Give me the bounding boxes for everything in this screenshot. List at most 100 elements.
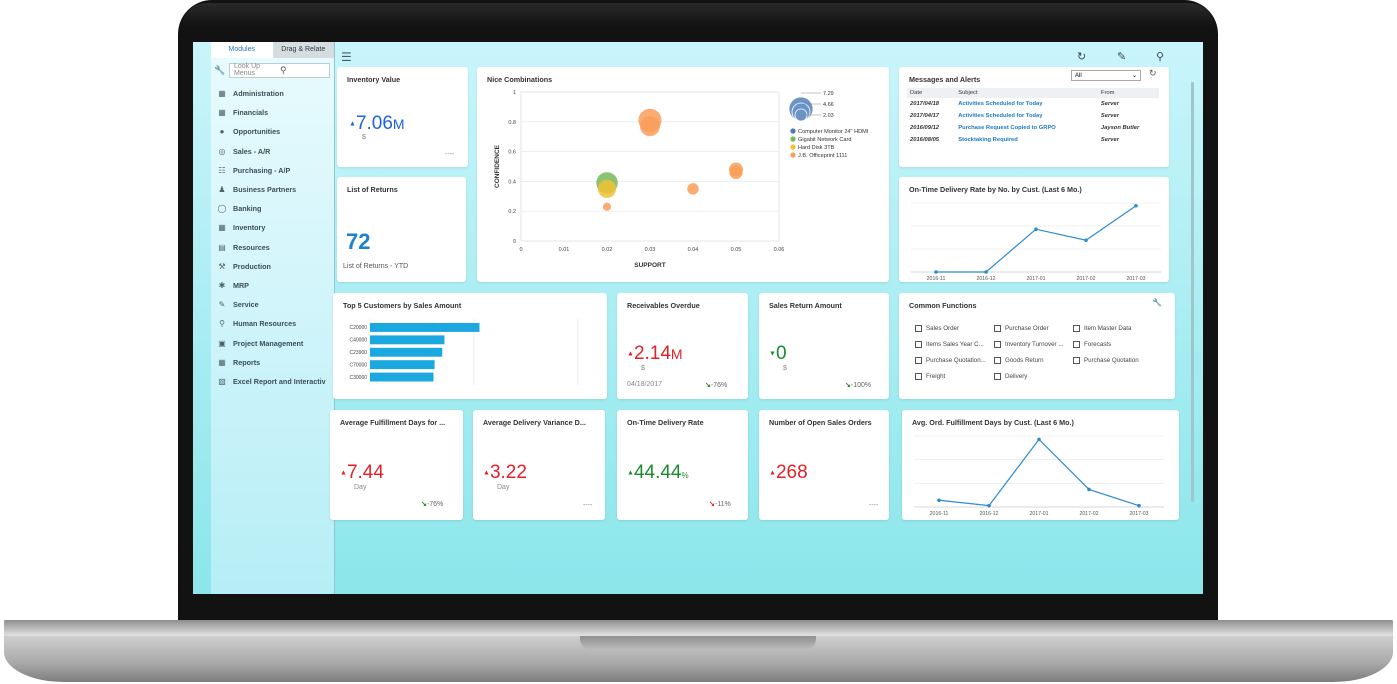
sidebar-nav: ▦ Administration ▦ Financials ● Opportuniti… <box>211 84 334 391</box>
document-icon <box>915 357 922 364</box>
function-purchase-quotation-2[interactable]: Purchase Quotation <box>1073 357 1139 364</box>
line-point <box>987 503 991 508</box>
lookup-input[interactable]: Look Up Menus ⚲ <box>229 62 330 78</box>
x-tick-label: 2016-11 <box>930 511 949 517</box>
sidebar-item-administration[interactable]: ▦ Administration <box>211 84 334 103</box>
sidebar-item-purchasing[interactable]: ☷ Purchasing - A/P <box>211 161 334 180</box>
document-icon <box>994 341 1001 348</box>
x-tick-label: 2017-03 <box>1129 511 1148 517</box>
table-row[interactable]: 2017/04/18 Activities Scheduled for Today… <box>907 98 1159 110</box>
hamburger-icon[interactable]: ☰ <box>341 50 352 64</box>
sidebar-item-opportunities[interactable]: ● Opportunities <box>211 122 334 141</box>
table-row[interactable]: 2016/08/05 Stocktaking Required Server <box>907 134 1159 146</box>
list-of-returns-card[interactable]: List of Returns 72 List of Returns - YTD <box>337 177 466 282</box>
sidebar-item-label: MRP <box>233 280 249 290</box>
function-sales-order[interactable]: Sales Order <box>915 325 959 332</box>
msg-subject[interactable]: Purchase Request Copied to GRPO <box>958 125 1056 131</box>
document-icon <box>1073 357 1080 364</box>
msg-subject[interactable]: Activities Scheduled for Today <box>958 113 1043 119</box>
sidebar-item-human-resources[interactable]: ⚲ Human Resources <box>211 314 334 333</box>
function-goods-return[interactable]: Goods Return <box>994 357 1044 364</box>
resources-icon: ▤ <box>218 242 226 252</box>
inventory-value-card[interactable]: Inventory Value ▲7.06M $ ---- <box>337 67 468 167</box>
size-legend-label: 2.03 <box>823 113 834 119</box>
sidebar-item-excel-report[interactable]: ▧ Excel Report and Interactiv <box>211 372 334 391</box>
scrollbar[interactable] <box>1191 82 1194 502</box>
avg-delivery-variance-card[interactable]: Average Delivery Variance D... ▲3.22 Day… <box>473 410 605 520</box>
sidebar-item-label: Resources <box>233 242 270 252</box>
sales-icon: ◎ <box>218 146 226 156</box>
msg-from: Server <box>1100 101 1119 107</box>
sidebar-item-production[interactable]: ⚒ Production <box>211 257 334 276</box>
avg-fulfillment-card[interactable]: Average Fulfillment Days for ... ▲7.44 D… <box>330 410 463 520</box>
receivables-overdue-card[interactable]: Receivables Overdue ▲2.14M $ 04/18/2017 … <box>617 293 748 399</box>
msg-from: Server <box>1100 113 1119 119</box>
wrench-icon[interactable]: 🔧 <box>214 64 226 75</box>
tab-drag-relate[interactable]: Drag & Relate <box>272 42 334 58</box>
search-icon[interactable]: ⚲ <box>1156 51 1165 63</box>
wrench-icon[interactable]: 🔧 <box>1152 298 1162 307</box>
refresh-icon[interactable]: ↻ <box>1077 51 1087 63</box>
bar-category-label: C20000 <box>349 325 367 331</box>
card-title: Sales Return Amount <box>769 301 842 310</box>
sidebar-item-label: Production <box>233 261 271 271</box>
table-row[interactable]: 2016/09/12 Purchase Request Copied to GRP… <box>907 122 1159 134</box>
cart-icon: ☷ <box>218 165 226 175</box>
sidebar-item-business-partners[interactable]: ♟ Business Partners <box>211 180 334 199</box>
function-purchase-order[interactable]: Purchase Order <box>994 325 1049 332</box>
sidebar-item-banking[interactable]: ◯ Banking <box>211 199 334 218</box>
sidebar-item-sales[interactable]: ◎ Sales - A/R <box>211 142 334 161</box>
common-functions-card[interactable]: Common Functions 🔧 Sales Order Purchase … <box>899 293 1175 399</box>
line-point <box>934 270 938 274</box>
avg-ord-fulfillment-card[interactable]: Avg. Ord. Fulfillment Days by Cust. (Las… <box>902 410 1179 520</box>
lookup-placeholder: Look Up Menus <box>234 63 261 77</box>
sales-return-card[interactable]: Sales Return Amount ▼0 $ ↘-100% <box>759 293 889 399</box>
msg-subject[interactable]: Stocktaking Required <box>958 137 1018 143</box>
sidebar-item-project-management[interactable]: ▣ Project Management <box>211 333 334 352</box>
function-freight[interactable]: Freight <box>915 373 945 380</box>
sidebar-item-resources[interactable]: ▤ Resources <box>211 238 334 257</box>
ontime-rate-card[interactable]: On-Time Delivery Rate ▲44.44% ↘-11% <box>617 410 748 520</box>
function-inventory-turnover[interactable]: Inventory Turnover ... <box>994 341 1063 348</box>
trend-indicator: ↘-100% <box>845 382 872 389</box>
nice-combinations-card[interactable]: Nice Combinations 0 0.2 0.4 0.6 0.8 1 0 0.01 0.0… <box>477 67 889 282</box>
function-purchase-quotation-1[interactable]: Purchase Quotation... <box>915 357 986 364</box>
msg-subject[interactable]: Activities Scheduled for Today <box>958 101 1043 107</box>
card-title: Average Fulfillment Days for ... <box>340 418 446 427</box>
open-sales-orders-card[interactable]: Number of Open Sales Orders ▲268 ---- <box>759 410 889 520</box>
messages-alerts-card[interactable]: Messages and Alerts All ⌄ ↻ Date Subject … <box>899 67 1169 167</box>
sidebar-item-label: Financials <box>233 108 269 118</box>
function-delivery[interactable]: Delivery <box>994 373 1027 380</box>
sidebar-item-mrp[interactable]: ✱ MRP <box>211 276 334 295</box>
sidebar-item-reports[interactable]: ▦ Reports <box>211 353 334 372</box>
messages-filter-select[interactable]: All ⌄ <box>1071 70 1141 81</box>
sidebar-item-label: Excel Report and Interactiv <box>233 376 326 386</box>
up-arrow-icon: ▲ <box>349 120 356 128</box>
function-items-sales-year[interactable]: Items Sales Year C... <box>915 341 984 348</box>
msg-from: Jayson Butler <box>1100 125 1140 131</box>
sidebar-item-financials[interactable]: ▦ Financials <box>211 103 334 122</box>
excel-icon: ▧ <box>218 376 226 386</box>
refresh-icon[interactable]: ↻ <box>1149 68 1157 78</box>
x-tick-label: 0.04 <box>688 247 699 253</box>
x-tick-label: 0.02 <box>602 247 613 253</box>
card-title: On-Time Delivery Rate by No. by Cust. (L… <box>909 185 1082 194</box>
trend-indicator: ↘-76% <box>421 501 444 508</box>
line-point <box>1084 238 1088 243</box>
banking-icon: ◯ <box>217 204 227 214</box>
table-row[interactable]: 2017/04/17 Activities Scheduled for Today… <box>907 110 1159 122</box>
search-icon[interactable]: ⚲ <box>280 64 287 75</box>
function-forecasts[interactable]: Forecasts <box>1073 341 1111 348</box>
sidebar-item-inventory[interactable]: ▦ Inventory <box>211 218 334 237</box>
top5-customers-card[interactable]: Top 5 Customers by Sales Amount C20000 C4… <box>333 293 607 399</box>
pencil-icon[interactable]: ✎ <box>1117 51 1127 63</box>
ontime-by-cust-card[interactable]: On-Time Delivery Rate by No. by Cust. (L… <box>899 177 1169 282</box>
sidebar-item-label: Service <box>233 300 259 310</box>
receivables-date: 04/18/2017 <box>627 381 663 388</box>
function-item-master-data[interactable]: Item Master Data <box>1073 325 1131 332</box>
document-icon <box>915 341 922 348</box>
sidebar-item-service[interactable]: ✎ Service <box>211 295 334 314</box>
sidebar-item-label: Inventory <box>233 223 266 233</box>
unit-label: Day <box>354 484 367 491</box>
tab-modules[interactable]: Modules <box>211 42 273 58</box>
